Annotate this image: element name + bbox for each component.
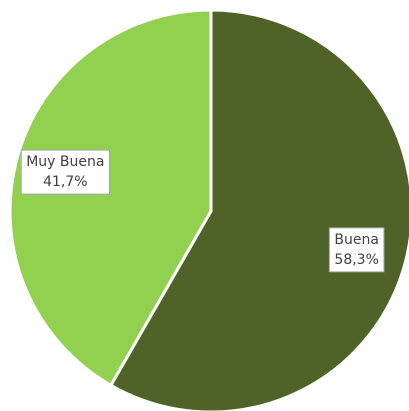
label-value: 41,7% — [43, 174, 87, 190]
pie-slice — [109, 8, 409, 411]
label-category: Buena — [334, 232, 379, 248]
label-category: Muy Buena — [26, 154, 104, 170]
data-label: Muy Buena 41,7% — [20, 149, 110, 195]
label-box — [20, 149, 110, 195]
pie-slice — [8, 8, 213, 387]
label-box — [328, 227, 385, 273]
data-label: Buena 58,3% — [328, 227, 385, 273]
label-value: 58,3% — [334, 252, 378, 268]
